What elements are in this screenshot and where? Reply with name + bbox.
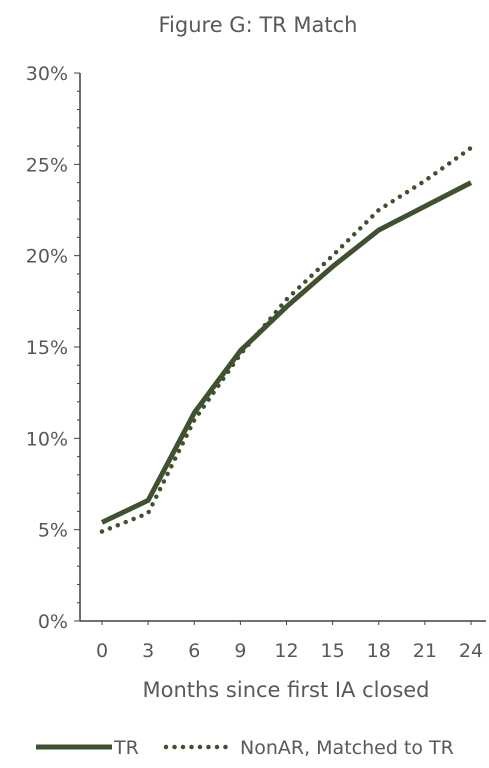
y-tick-label: 15% [26,337,68,359]
y-tick-label: 0% [38,611,68,633]
series-layer [102,148,471,532]
x-tick-label: 21 [413,640,437,662]
x-tick-label: 0 [96,640,108,662]
x-tick-label: 3 [142,640,154,662]
y-tick-label: 25% [26,154,68,176]
legend-label: NonAR, Matched to TR [240,737,454,759]
y-tick-label: 30% [26,63,68,85]
series-line-1 [102,148,471,532]
series-line-0 [102,183,471,523]
axes: 0% 5% 10% 15% 20% 25% 30% 0 3 6 9 12 15 18 21 24 [26,63,486,662]
legend: TR NonAR, Matched to TR [36,737,454,759]
y-tick-label: 10% [26,428,68,450]
x-tick-label: 12 [274,640,298,662]
x-tick-label: 18 [367,640,391,662]
y-tick-label: 20% [26,246,68,268]
y-tick-label: 5% [38,520,68,542]
x-axis-label: Months since first IA closed [142,678,429,702]
legend-label: TR [113,737,139,759]
x-tick-label: 24 [459,640,483,662]
x-tick-label: 9 [234,640,246,662]
chart-title: Figure G: TR Match [159,13,358,37]
x-tick-label: 6 [188,640,200,662]
x-tick-label: 15 [321,640,345,662]
